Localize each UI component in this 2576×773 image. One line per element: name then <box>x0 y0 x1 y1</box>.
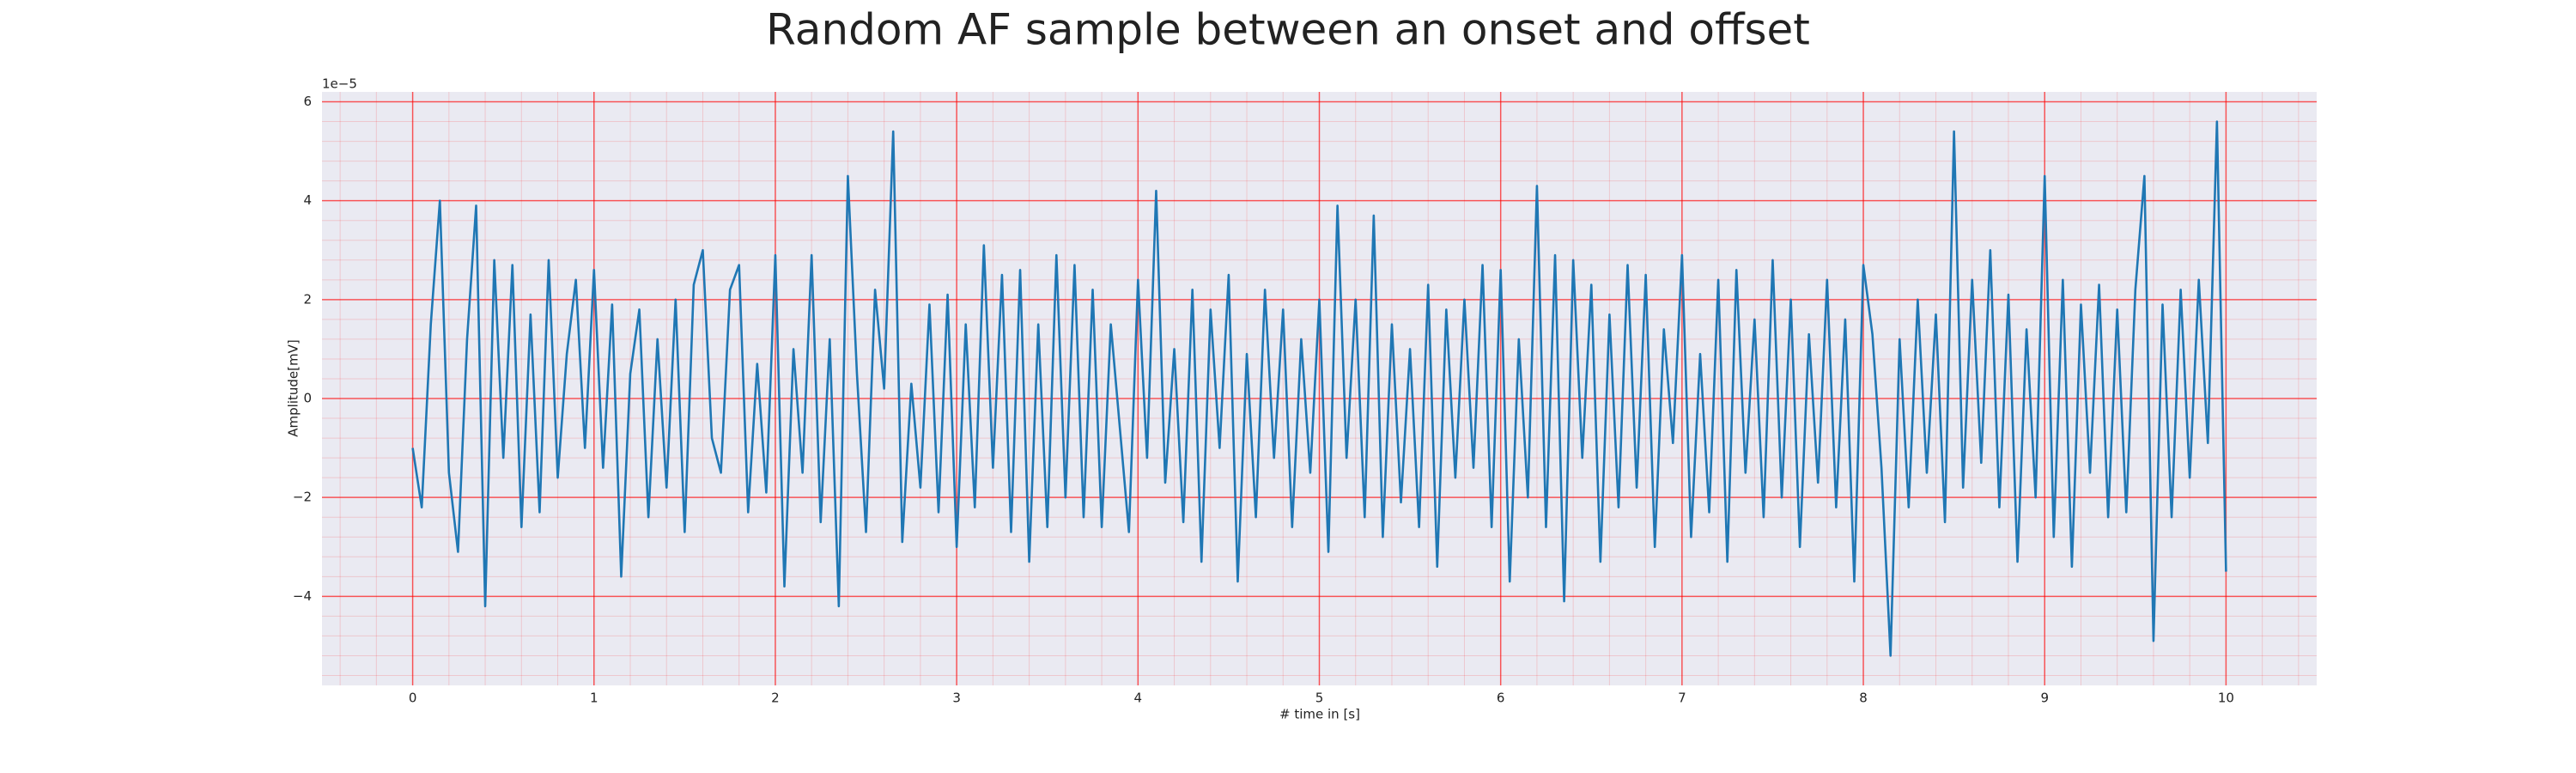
x-tick-label: 5 <box>1315 691 1324 706</box>
data-line <box>411 120 2227 657</box>
x-tick-label: 1 <box>590 691 598 706</box>
x-axis-label: # time in [s] <box>1279 707 1360 722</box>
x-tick-label: 2 <box>771 691 780 706</box>
y-offset-label: 1e−5 <box>322 76 357 92</box>
y-tick-label: −2 <box>293 490 312 505</box>
x-tick-label: 0 <box>409 691 417 706</box>
x-tick-label: 3 <box>952 691 961 706</box>
x-tick-label: 8 <box>1859 691 1868 706</box>
x-tick-label: 4 <box>1134 691 1143 706</box>
y-tick-label: 4 <box>303 192 312 208</box>
y-tick-label: 6 <box>303 94 312 109</box>
y-axis-label: Amplitude[mV] <box>286 339 301 436</box>
chart-title: Random AF sample between an onset and of… <box>766 5 1810 55</box>
y-tick-label: −4 <box>293 588 312 604</box>
x-tick-label: 10 <box>2218 691 2234 706</box>
x-tick-label: 9 <box>2040 691 2049 706</box>
y-tick-label: 0 <box>303 391 312 406</box>
x-tick-label: 7 <box>1678 691 1686 706</box>
y-tick-label: 2 <box>303 291 312 307</box>
x-tick-label: 6 <box>1497 691 1505 706</box>
